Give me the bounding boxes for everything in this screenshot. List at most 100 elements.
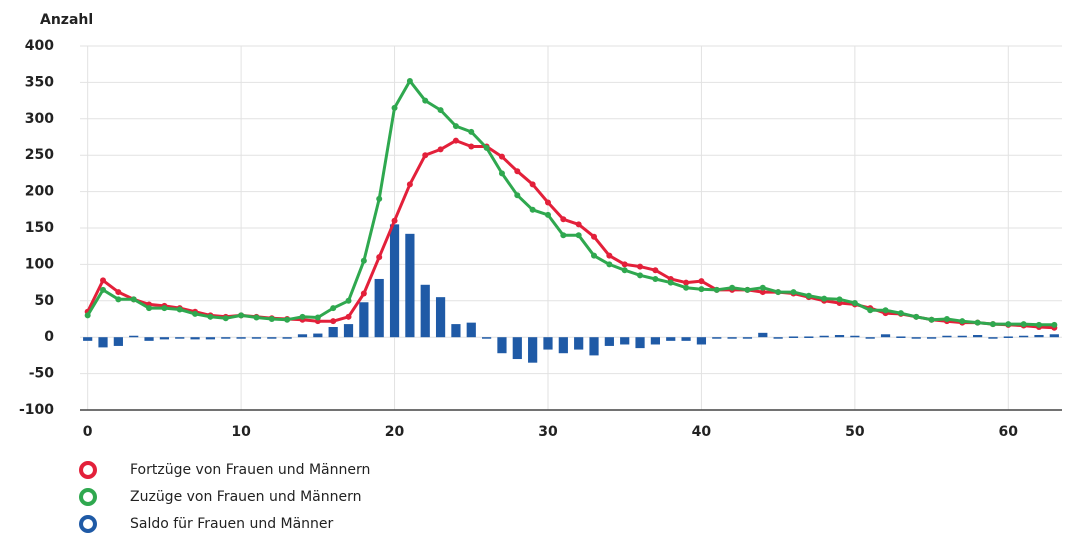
line-point — [253, 314, 260, 321]
bar — [650, 337, 660, 345]
bar — [190, 337, 200, 340]
bar — [727, 337, 737, 339]
bar — [1049, 334, 1059, 338]
line-point — [422, 97, 429, 104]
line-point — [314, 314, 321, 321]
bar — [374, 278, 384, 338]
x-tick-label: 40 — [692, 424, 712, 440]
line-point — [100, 286, 107, 293]
bar — [758, 332, 768, 338]
line-point — [406, 181, 413, 188]
line-point — [790, 289, 797, 296]
x-tick-label: 30 — [538, 424, 558, 440]
bar — [205, 337, 216, 340]
bar — [405, 233, 415, 338]
line-point — [851, 299, 858, 306]
bar — [451, 324, 461, 338]
line-point — [468, 128, 475, 135]
line-point — [544, 199, 551, 206]
bar — [620, 337, 630, 345]
line-point — [422, 152, 429, 159]
line-point — [652, 267, 659, 274]
line-point — [376, 254, 383, 261]
line-point — [683, 284, 690, 291]
legend-marker — [79, 461, 97, 479]
line-point — [406, 77, 413, 84]
bar — [942, 335, 952, 338]
x-tick-label: 10 — [231, 424, 251, 440]
line-point — [729, 284, 736, 291]
line-point — [437, 146, 444, 153]
line-point — [591, 233, 598, 240]
line-point — [345, 313, 352, 320]
bar — [1034, 335, 1044, 338]
bar — [988, 337, 998, 339]
line-point — [1020, 321, 1027, 328]
line-point — [575, 221, 582, 228]
bar — [528, 337, 538, 363]
y-tick-label: 150 — [25, 220, 54, 236]
line-point — [483, 144, 490, 151]
bar — [144, 337, 154, 341]
bar — [681, 337, 691, 341]
bar — [604, 337, 614, 346]
line-point — [452, 123, 459, 130]
line-point — [560, 216, 567, 223]
line-point — [360, 257, 367, 264]
bar — [251, 337, 262, 339]
bar — [957, 335, 967, 338]
line-point — [713, 286, 720, 293]
bar — [788, 336, 799, 338]
y-tick-label: 200 — [25, 184, 54, 200]
line-point — [943, 316, 950, 322]
bar — [880, 334, 891, 338]
line-point — [238, 312, 245, 319]
line-point — [821, 295, 828, 302]
bar — [973, 335, 983, 338]
line-point — [146, 305, 153, 312]
line-point — [330, 318, 337, 325]
bar — [343, 324, 354, 338]
line-point — [913, 313, 920, 320]
bar — [819, 335, 829, 338]
bar — [236, 337, 246, 339]
bar — [159, 337, 169, 340]
line-point — [744, 286, 751, 293]
line-point — [100, 277, 107, 284]
line-point — [652, 275, 659, 282]
bar — [466, 322, 476, 338]
line-point — [376, 195, 383, 202]
line-point — [115, 289, 122, 296]
line-point — [176, 306, 183, 313]
bar — [1019, 335, 1029, 338]
line-point — [882, 307, 889, 314]
line-point — [391, 104, 398, 111]
line-point — [575, 232, 582, 239]
bar — [359, 302, 369, 338]
y-tick-label: 400 — [25, 38, 54, 54]
y-axis-label: Anzahl — [40, 12, 93, 28]
line-point — [621, 267, 628, 274]
bar — [435, 297, 446, 338]
line-point — [268, 316, 275, 322]
bar — [589, 337, 599, 356]
line-point — [529, 206, 536, 213]
line-point — [360, 290, 367, 297]
x-tick-label: 0 — [83, 424, 93, 440]
line-point — [498, 170, 505, 177]
line-point — [836, 296, 843, 303]
y-tick-label: 0 — [44, 329, 54, 345]
line-point — [391, 217, 398, 224]
line-point — [130, 296, 137, 303]
bar — [865, 337, 875, 339]
bar — [482, 337, 492, 339]
bar — [83, 337, 93, 341]
bar — [282, 337, 292, 339]
y-tick-label: 350 — [25, 74, 54, 90]
bar — [742, 337, 753, 339]
line-point — [805, 292, 812, 299]
legend-text: Zuzüge von Frauen und Männern — [130, 489, 361, 505]
line-point — [560, 232, 567, 239]
y-tick-label: -50 — [29, 366, 55, 382]
line-point — [330, 305, 337, 312]
